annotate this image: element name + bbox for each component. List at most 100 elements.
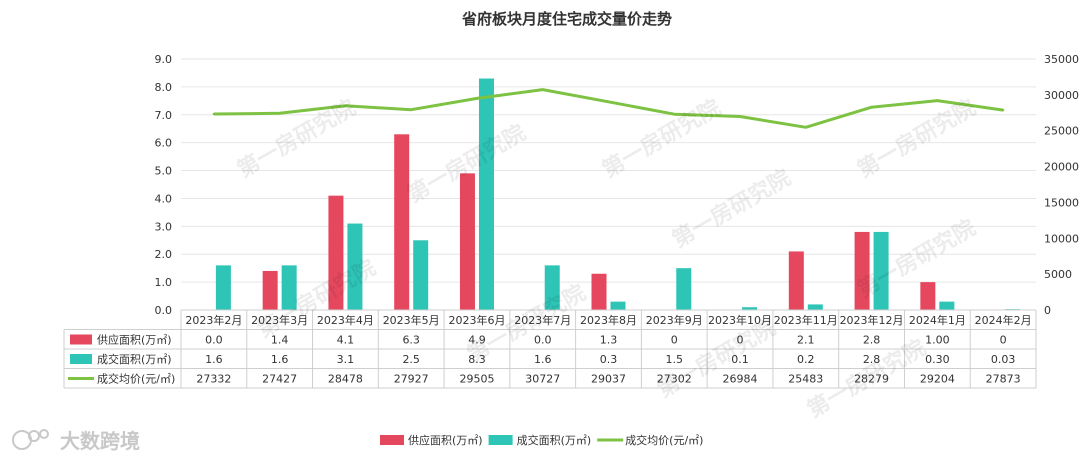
x-tick-label: 2023年6月 — [448, 313, 505, 327]
table-cell: 27302 — [657, 373, 692, 386]
y-left-tick-label: 2.0 — [155, 248, 173, 261]
data-table: 2023年2月 2023年3月 2023年4月 2023年5月 2023年6月 2023年… — [63, 309, 1037, 389]
table-cell: 27873 — [986, 373, 1021, 386]
table-cell: 6.3 — [402, 334, 420, 347]
bar-deal — [215, 265, 231, 310]
table-cell: 3.1 — [337, 353, 355, 366]
table-cell: 30727 — [525, 373, 560, 386]
price-point — [936, 99, 939, 102]
legend-label: 成交面积(万㎡) — [517, 433, 592, 447]
table-series-name: 成交面积(万㎡) — [97, 352, 172, 366]
legend[interactable]: 供应面积(万㎡) 成交面积(万㎡) 成交均价(元/㎡) — [380, 433, 703, 447]
table-cell: 0.03 — [991, 353, 1016, 366]
bar-deal — [939, 301, 955, 310]
bar-deal — [610, 301, 626, 310]
table-cell: 25483 — [788, 373, 823, 386]
table-cell: 27927 — [394, 373, 429, 386]
logo-mark — [28, 430, 40, 442]
bar-deal — [478, 78, 494, 311]
y-left-tick-label: 3.0 — [155, 220, 173, 233]
price-point — [673, 113, 676, 116]
table-cell: 27427 — [262, 373, 297, 386]
table-cell: 28279 — [854, 373, 889, 386]
table-cell: 1.4 — [271, 334, 289, 347]
table-cell: 4.1 — [337, 334, 355, 347]
watermark: 第一房研究院 — [233, 95, 360, 184]
y-right-tick-label: 35000 — [1044, 53, 1079, 66]
bar-deal — [347, 223, 363, 310]
bar-deal — [742, 307, 758, 310]
bar-deal — [676, 268, 692, 310]
y-left-tick-label: 8.0 — [155, 81, 173, 94]
table-cell: 29037 — [591, 373, 626, 386]
table-series-name: 供应面积(万㎡) — [97, 333, 172, 347]
table-cell: 1.6 — [534, 353, 552, 366]
grid — [181, 58, 1036, 311]
watermark: 第一房研究院 — [853, 215, 980, 304]
table-cell: 2.1 — [797, 334, 815, 347]
x-tick-label: 2023年10月 — [708, 313, 772, 327]
bar-supply — [328, 195, 344, 310]
bar-deal — [873, 231, 889, 310]
table-cell: 0 — [671, 334, 678, 347]
watermark: 第一房研究院 — [598, 95, 725, 184]
table-cell: 2.8 — [863, 353, 881, 366]
x-tick-label: 2023年3月 — [251, 313, 308, 327]
legend-label: 成交均价(元/㎡) — [625, 433, 703, 447]
bar-supply — [262, 270, 278, 310]
y-axis-right: 0 5000 10000 15000 20000 25000 30000 35000 — [1044, 53, 1079, 317]
y-right-tick-label: 30000 — [1044, 89, 1079, 102]
price-line — [212, 88, 1005, 129]
table-cell: 4.9 — [468, 334, 486, 347]
bar-supply — [788, 251, 804, 310]
bar-deal — [807, 304, 823, 310]
table-cell: 1.5 — [666, 353, 684, 366]
price-point — [607, 100, 610, 103]
price-point — [344, 104, 347, 107]
bar-supply — [854, 231, 870, 310]
x-tick-label: 2023年2月 — [185, 313, 242, 327]
table-cell: 0.2 — [797, 353, 815, 366]
y-left-tick-label: 4.0 — [155, 192, 173, 205]
table-cell: 0.30 — [925, 353, 950, 366]
x-tick-label: 2023年7月 — [514, 313, 571, 327]
y-left-tick-label: 0.0 — [155, 304, 173, 317]
y-left-tick-label: 5.0 — [155, 165, 173, 178]
y-right-tick-label: 25000 — [1044, 125, 1079, 138]
table-cell: 0.0 — [534, 334, 552, 347]
table-cell: 0 — [1000, 334, 1007, 347]
bar-supply — [459, 173, 475, 310]
price-point — [870, 105, 873, 109]
table-cell: 1.00 — [925, 334, 950, 347]
logo-text: 大数跨境 — [60, 429, 140, 453]
table-cell: 1.6 — [205, 353, 223, 366]
x-tick-label: 2023年4月 — [317, 313, 374, 327]
x-tick-label: 2023年8月 — [580, 313, 637, 327]
price-point — [738, 115, 742, 118]
x-tick-label: 2023年9月 — [646, 313, 703, 327]
logo-mark — [39, 429, 49, 439]
table-cell: 2.8 — [863, 334, 881, 347]
legend-key — [380, 435, 404, 445]
legend-key — [488, 435, 513, 445]
y-left-tick-label: 7.0 — [155, 109, 173, 122]
y-right-tick-label: 20000 — [1044, 161, 1079, 174]
table-cell: 27332 — [196, 373, 231, 386]
price-point — [475, 97, 479, 100]
table-cell: 28478 — [328, 373, 363, 386]
table-cell: 29204 — [920, 373, 955, 386]
y-right-tick-label: 15000 — [1044, 196, 1079, 209]
price-point — [278, 112, 281, 115]
table-cell: 0 — [737, 334, 744, 347]
y-right-tick-label: 5000 — [1044, 268, 1072, 281]
y-axis-left: 0.0 1.0 2.0 3.0 4.0 5.0 6.0 7.0 8.0 9.0 — [155, 53, 173, 317]
table-series-key — [70, 354, 92, 364]
x-tick-label: 2023年11月 — [774, 313, 838, 327]
table-cell: 8.3 — [468, 353, 486, 366]
chart-title: 省府板块月度住宅成交量价走势 — [461, 10, 672, 28]
watermark: 第一房研究院 — [668, 165, 795, 254]
table-cell: 1.6 — [271, 353, 289, 366]
table-cell: 0.3 — [600, 353, 618, 366]
x-tick-label: 2024年2月 — [975, 313, 1032, 327]
